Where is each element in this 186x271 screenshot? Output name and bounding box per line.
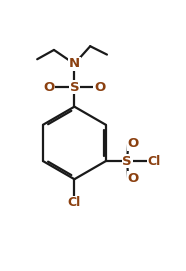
Text: O: O [43,81,54,94]
Text: O: O [128,137,139,150]
Text: Cl: Cl [147,154,161,167]
Text: S: S [70,81,79,94]
Text: O: O [94,81,105,94]
Text: S: S [122,154,132,167]
Text: N: N [69,57,80,70]
Text: Cl: Cl [68,196,81,209]
Text: O: O [128,172,139,185]
